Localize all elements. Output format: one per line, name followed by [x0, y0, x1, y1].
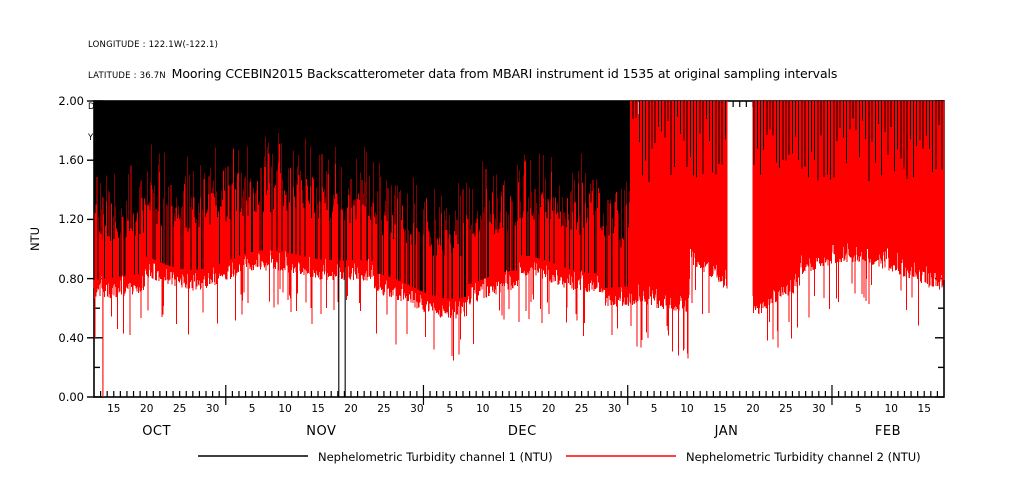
month-label: JAN: [682, 424, 772, 439]
x-tick-label: 5: [845, 403, 871, 415]
x-tick-label: 15: [305, 403, 331, 415]
x-tick-label: 20: [740, 403, 766, 415]
y-tick-label: 0.00: [34, 390, 84, 404]
x-tick-label: 5: [641, 403, 667, 415]
x-tick-label: 30: [806, 403, 832, 415]
x-tick-label: 30: [404, 403, 430, 415]
metadata-longitude: LONGITUDE : 122.1W(-122.1): [88, 40, 218, 50]
x-tick-label: 10: [674, 403, 700, 415]
x-tick-label: 15: [101, 403, 127, 415]
chart-title: Mooring CCEBIN2015 Backscatterometer dat…: [0, 66, 1009, 81]
x-tick-label: 10: [272, 403, 298, 415]
metadata-year: YEAR : 2015: [88, 133, 218, 143]
y-tick-label: 1.60: [34, 153, 84, 167]
month-label: OCT: [112, 424, 202, 439]
x-tick-label: 25: [167, 403, 193, 415]
chart-figure: LONGITUDE : 122.1W(-122.1) LATITUDE : 36…: [0, 0, 1009, 504]
legend-label-channel-1: Nephelometric Turbidity channel 1 (NTU): [318, 450, 553, 464]
station-metadata: LONGITUDE : 122.1W(-122.1) LATITUDE : 36…: [88, 19, 218, 165]
metadata-depth: DEPTH (m) : 1840: [88, 102, 218, 112]
y-tick-label: 0.80: [34, 272, 84, 286]
x-tick-label: 25: [569, 403, 595, 415]
x-tick-label: 25: [773, 403, 799, 415]
x-tick-label: 30: [200, 403, 226, 415]
x-tick-label: 20: [338, 403, 364, 415]
x-tick-label: 5: [437, 403, 463, 415]
x-tick-label: 10: [470, 403, 496, 415]
x-tick-label: 10: [878, 403, 904, 415]
legend-label-channel-2: Nephelometric Turbidity channel 2 (NTU): [686, 450, 921, 464]
x-tick-label: 15: [707, 403, 733, 415]
y-tick-label: 1.20: [34, 212, 84, 226]
x-tick-label: 30: [602, 403, 628, 415]
month-label: FEB: [843, 424, 933, 439]
y-axis-label: NTU: [28, 199, 42, 279]
y-tick-label: 0.40: [34, 331, 84, 345]
x-tick-label: 15: [503, 403, 529, 415]
x-tick-label: 5: [239, 403, 265, 415]
x-tick-label: 15: [911, 403, 937, 415]
month-label: DEC: [477, 424, 567, 439]
y-tick-label: 2.00: [34, 94, 84, 108]
x-tick-label: 25: [371, 403, 397, 415]
x-tick-label: 20: [536, 403, 562, 415]
x-tick-label: 20: [134, 403, 160, 415]
month-label: NOV: [276, 424, 366, 439]
